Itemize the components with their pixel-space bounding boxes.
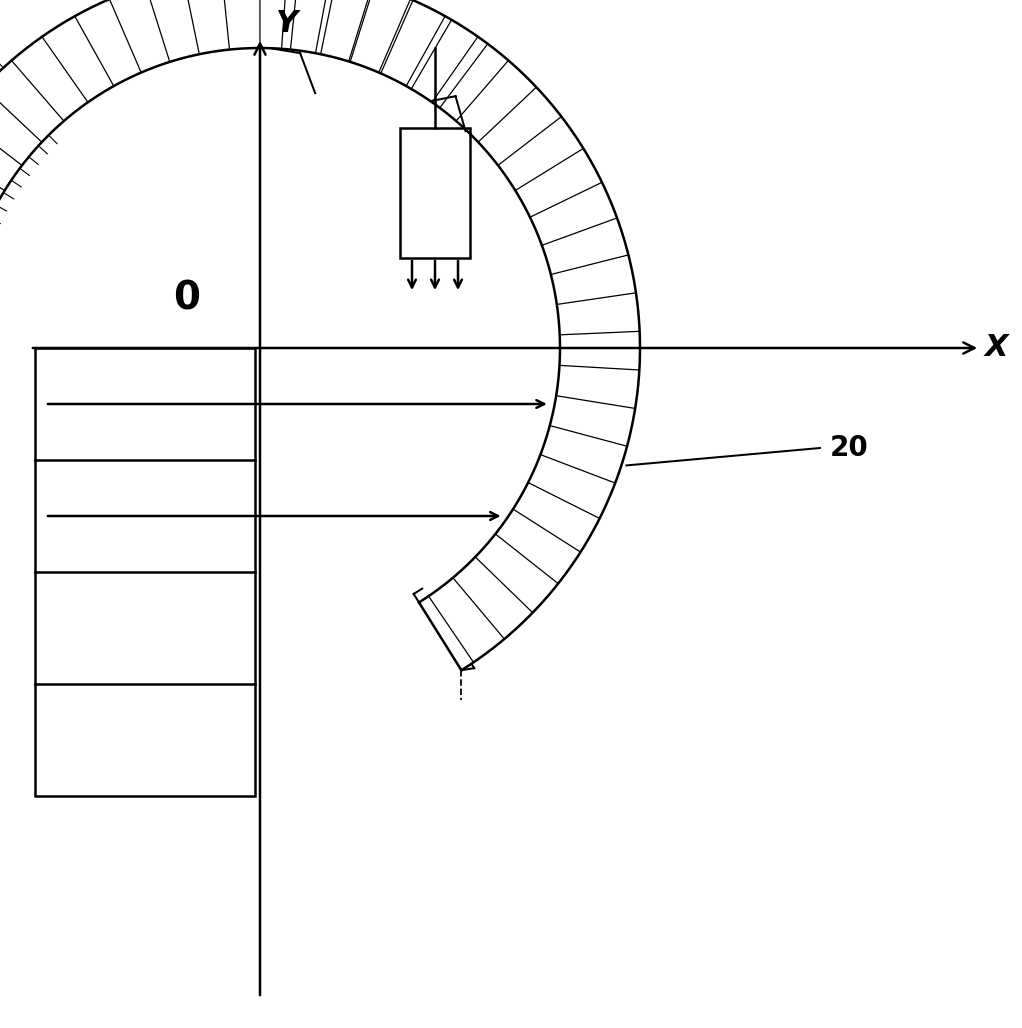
Text: Y: Y bbox=[275, 9, 297, 38]
Text: 0: 0 bbox=[173, 280, 200, 318]
Text: 20: 20 bbox=[830, 434, 869, 462]
Text: X: X bbox=[985, 333, 1009, 363]
Bar bbox=[35, 348, 256, 796]
Bar bbox=[400, 128, 470, 258]
